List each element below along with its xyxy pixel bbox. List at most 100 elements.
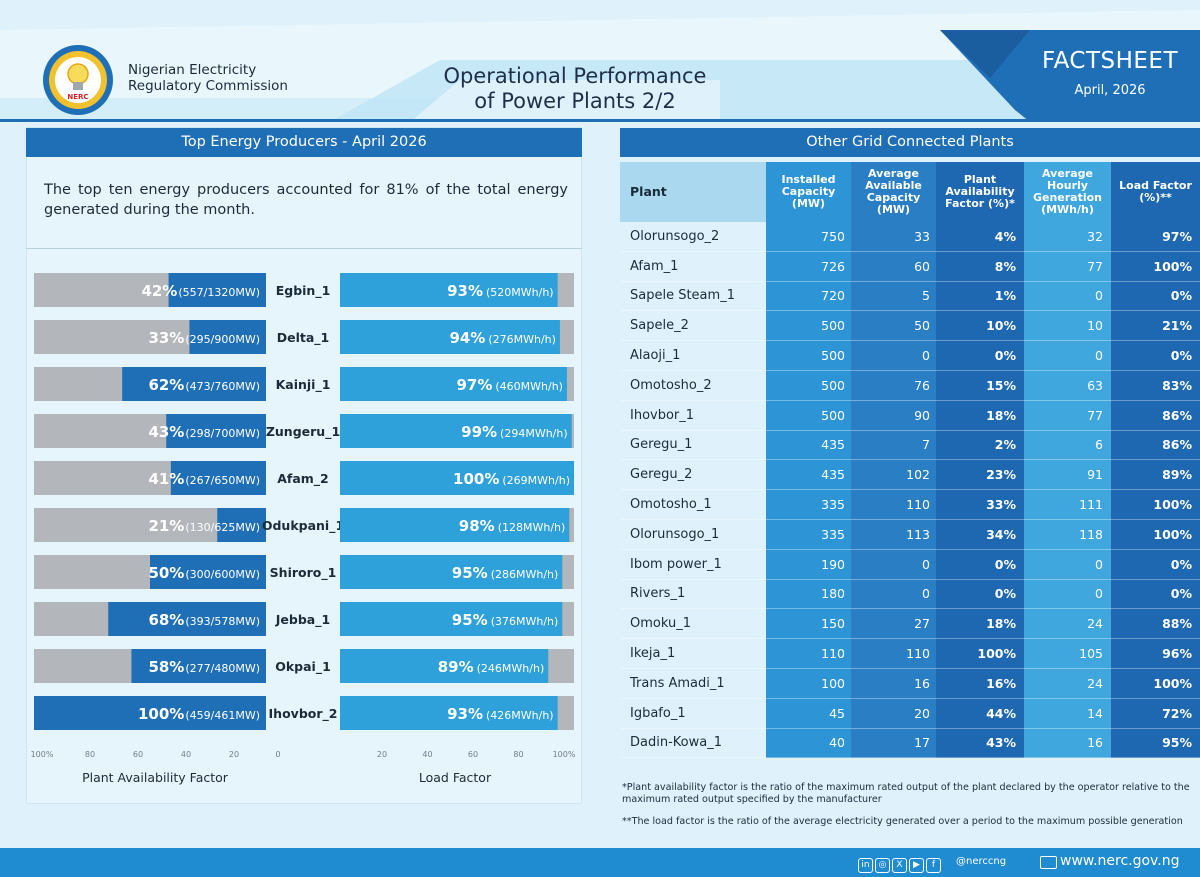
column-header: Average Available Capacity (MW) [851,162,936,222]
value-cell: 1% [936,281,1024,312]
table-row: Sapele_2 500 50 10% 10 21% [620,311,1200,342]
factsheet-title: FACTSHEET [1041,48,1179,74]
column-header: Plant [620,162,766,222]
plant-name-cell: Ihovbor_1 [620,400,766,431]
table-row: Geregu_1 435 7 2% 6 86% [620,430,1200,461]
other-plants-table: Plant Installed Capacity (MW) Average Avai… [620,162,1200,759]
plant-category-label: Jebba_1 [275,612,330,628]
table-row: Ihovbor_1 500 90 18% 77 86% [620,400,1200,431]
lf-value: 94% [449,329,485,347]
linkedin-icon[interactable]: in [858,858,873,873]
table-row: Ibom power_1 190 0 0% 0 0% [620,549,1200,580]
table-row: Omoku_1 150 27 18% 24 88% [620,609,1200,640]
value-cell: 86% [1111,400,1200,431]
lf-value: 93% [447,705,483,723]
value-cell: 24 [1024,668,1111,699]
paf-detail: (267/650MW) [185,474,260,487]
value-cell: 43% [936,728,1024,759]
value-cell: 111 [1024,490,1111,520]
plant-category-label: Afam_2 [277,471,329,487]
x-icon[interactable]: X [892,858,907,873]
paf-bar [122,367,266,401]
instagram-icon[interactable]: ◎ [875,858,890,873]
website-link[interactable]: www.nerc.gov.ng [1060,853,1180,869]
plant-category-label: Okpai_1 [275,659,331,675]
value-cell: 40 [766,728,851,759]
lf-tick-label: 100% [553,750,576,759]
paf-bar [217,508,266,542]
lf-detail: (294MWh/h) [500,427,568,440]
plant-name-cell: Omoku_1 [620,609,766,640]
paf-detail: (473/760MW) [185,380,260,393]
value-cell: 110 [851,490,936,520]
lf-detail: (246MWh/h) [477,662,545,675]
value-cell: 100% [1111,519,1200,550]
youtube-icon[interactable]: ▶ [909,858,924,873]
paf-footnote: *Plant availability factor is the ratio … [622,782,1190,805]
lf-bar-label: 93% (520MWh/h) [447,282,554,300]
value-cell: 0% [936,549,1024,580]
plant-name-cell: Ikeja_1 [620,639,766,669]
table-header-row: Plant Installed Capacity (MW) Average Avai… [620,162,1200,222]
table-row: Rivers_1 180 0 0% 0 0% [620,579,1200,610]
lf-bar [340,414,572,448]
value-cell: 77 [1024,400,1111,431]
lf-detail: (426MWh/h) [486,709,554,722]
plant-name-cell: Olorunsogo_2 [620,222,766,252]
value-cell: 21% [1111,311,1200,342]
value-cell: 23% [936,460,1024,491]
paf-bar-label: 50%(300/600MW) [148,564,260,582]
paf-detail: (277/480MW) [185,662,260,675]
lf-value: 95% [452,611,488,629]
lf-bar [340,461,574,495]
paf-value: 100% [138,705,184,723]
footer [0,848,1200,877]
value-cell: 96% [1111,639,1200,669]
paf-value: 43% [148,423,184,441]
value-cell: 100% [1111,490,1200,520]
value-cell: 726 [766,251,851,282]
lf-bar-label: 98% (128MWh/h) [459,517,566,535]
value-cell: 24 [1024,609,1111,640]
lf-bar-label: 97% (460MWh/h) [456,376,563,394]
plant-name-cell: Afam_1 [620,251,766,282]
lf-value: 95% [452,564,488,582]
paf-bar [170,461,266,495]
lf-bar [340,320,560,354]
paf-bar-label: 33%(295/900MW) [148,329,260,347]
column-header: Plant Availability Factor (%)* [936,162,1024,222]
lf-bar-label: 99% (294MWh/h) [461,423,568,441]
value-cell: 105 [1024,639,1111,669]
value-cell: 89% [1111,460,1200,491]
value-cell: 0% [1111,341,1200,371]
value-cell: 335 [766,490,851,520]
plant-name-cell: Dadin-Kowa_1 [620,728,766,759]
paf-bar [150,555,266,589]
plant-name-cell: Geregu_2 [620,460,766,491]
paf-bar-label: 42%(557/1320MW) [141,282,260,300]
paf-detail: (557/1320MW) [178,286,260,299]
paf-bar [131,649,266,683]
lf-tick-label: 40 [422,750,432,759]
value-cell: 90 [851,400,936,431]
table-row: Olorunsogo_2 750 33 4% 32 97% [620,222,1200,252]
paf-detail: (130/625MW) [185,521,260,534]
value-cell: 100% [1111,251,1200,282]
value-cell: 97% [1111,222,1200,252]
value-cell: 0 [851,341,936,371]
value-cell: 500 [766,400,851,431]
value-cell: 16 [1024,728,1111,759]
value-cell: 500 [766,341,851,371]
org-name: Nigerian Electricity Regulatory Commissi… [128,62,288,94]
value-cell: 118 [1024,519,1111,550]
value-cell: 0% [1111,579,1200,610]
facebook-icon[interactable]: f [926,858,941,873]
logo-text: NERC [67,93,88,101]
value-cell: 76 [851,370,936,401]
value-cell: 8% [936,251,1024,282]
value-cell: 18% [936,400,1024,431]
value-cell: 16 [851,668,936,699]
table-row: Ikeja_1 110 110 100% 105 96% [620,639,1200,669]
paf-tick-label: 80 [85,750,95,759]
paf-bar [34,696,266,730]
